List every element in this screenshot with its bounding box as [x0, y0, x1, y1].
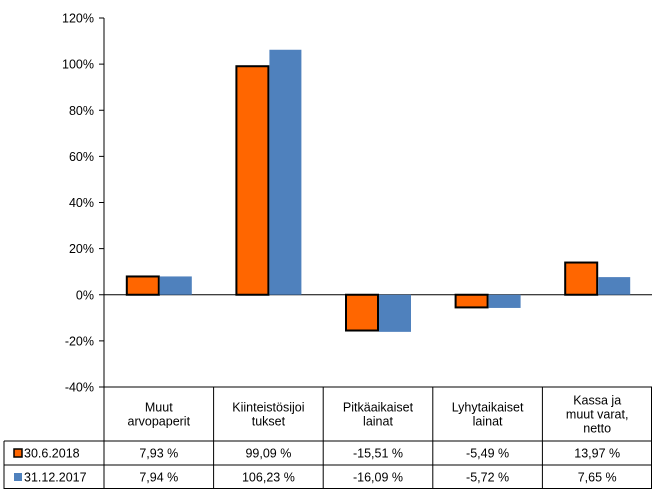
data-label: -5,49 %: [466, 447, 509, 461]
y-tick-label: 20%: [69, 242, 94, 256]
legend-series-name: 30.6.2018: [24, 447, 80, 461]
category-label: lainat: [363, 415, 393, 429]
legend-series-name: 31.12.2017: [24, 471, 87, 485]
bar-series1-2: [235, 65, 270, 296]
data-label: 7,94 %: [139, 471, 178, 485]
data-label: 7,93 %: [139, 447, 178, 461]
category-label: arvopaperit: [128, 415, 191, 429]
legend-key-series1: [13, 448, 23, 458]
y-tick-label: -20%: [65, 334, 94, 348]
legend-key-series2: [14, 473, 22, 481]
bar-series1-5: [564, 261, 599, 296]
category-label: Kassa ja: [573, 394, 621, 408]
bar-series1-1: [125, 275, 160, 296]
data-label: 7,65 %: [578, 471, 617, 485]
data-label: -16,09 %: [353, 471, 403, 485]
data-label: 13,97 %: [574, 447, 620, 461]
data-label: -5,72 %: [466, 471, 509, 485]
y-tick-label: 0%: [76, 288, 94, 302]
data-label: -15,51 %: [353, 447, 403, 461]
y-tick-label: 120%: [62, 12, 94, 26]
bar-series2-5: [598, 277, 631, 295]
bar-series2-2: [269, 49, 302, 295]
y-tick-label: 80%: [69, 104, 94, 118]
y-tick-label: 60%: [69, 150, 94, 164]
data-label: 99,09 %: [245, 447, 291, 461]
category-label: netto: [583, 422, 611, 436]
category-label: Muut: [145, 401, 173, 415]
category-label: Lyhytaikaiset: [452, 401, 524, 415]
category-label: muut varat,: [566, 408, 629, 422]
data-label: 106,23 %: [242, 471, 295, 485]
category-label: tukset: [252, 415, 286, 429]
category-label: lainat: [473, 415, 503, 429]
category-label: Kiinteistösijoi: [232, 401, 304, 415]
y-tick-label: 40%: [69, 196, 94, 210]
category-label: Pitkäaikaiset: [343, 401, 414, 415]
bar-series2-1: [159, 276, 192, 295]
y-tick-label: 100%: [62, 58, 94, 72]
bar-series1-3: [345, 293, 379, 332]
bar-series2-3: [379, 294, 411, 332]
bar-series1-4: [454, 293, 489, 309]
bar-series2-4: [488, 294, 521, 308]
y-tick-label: -40%: [65, 381, 94, 395]
